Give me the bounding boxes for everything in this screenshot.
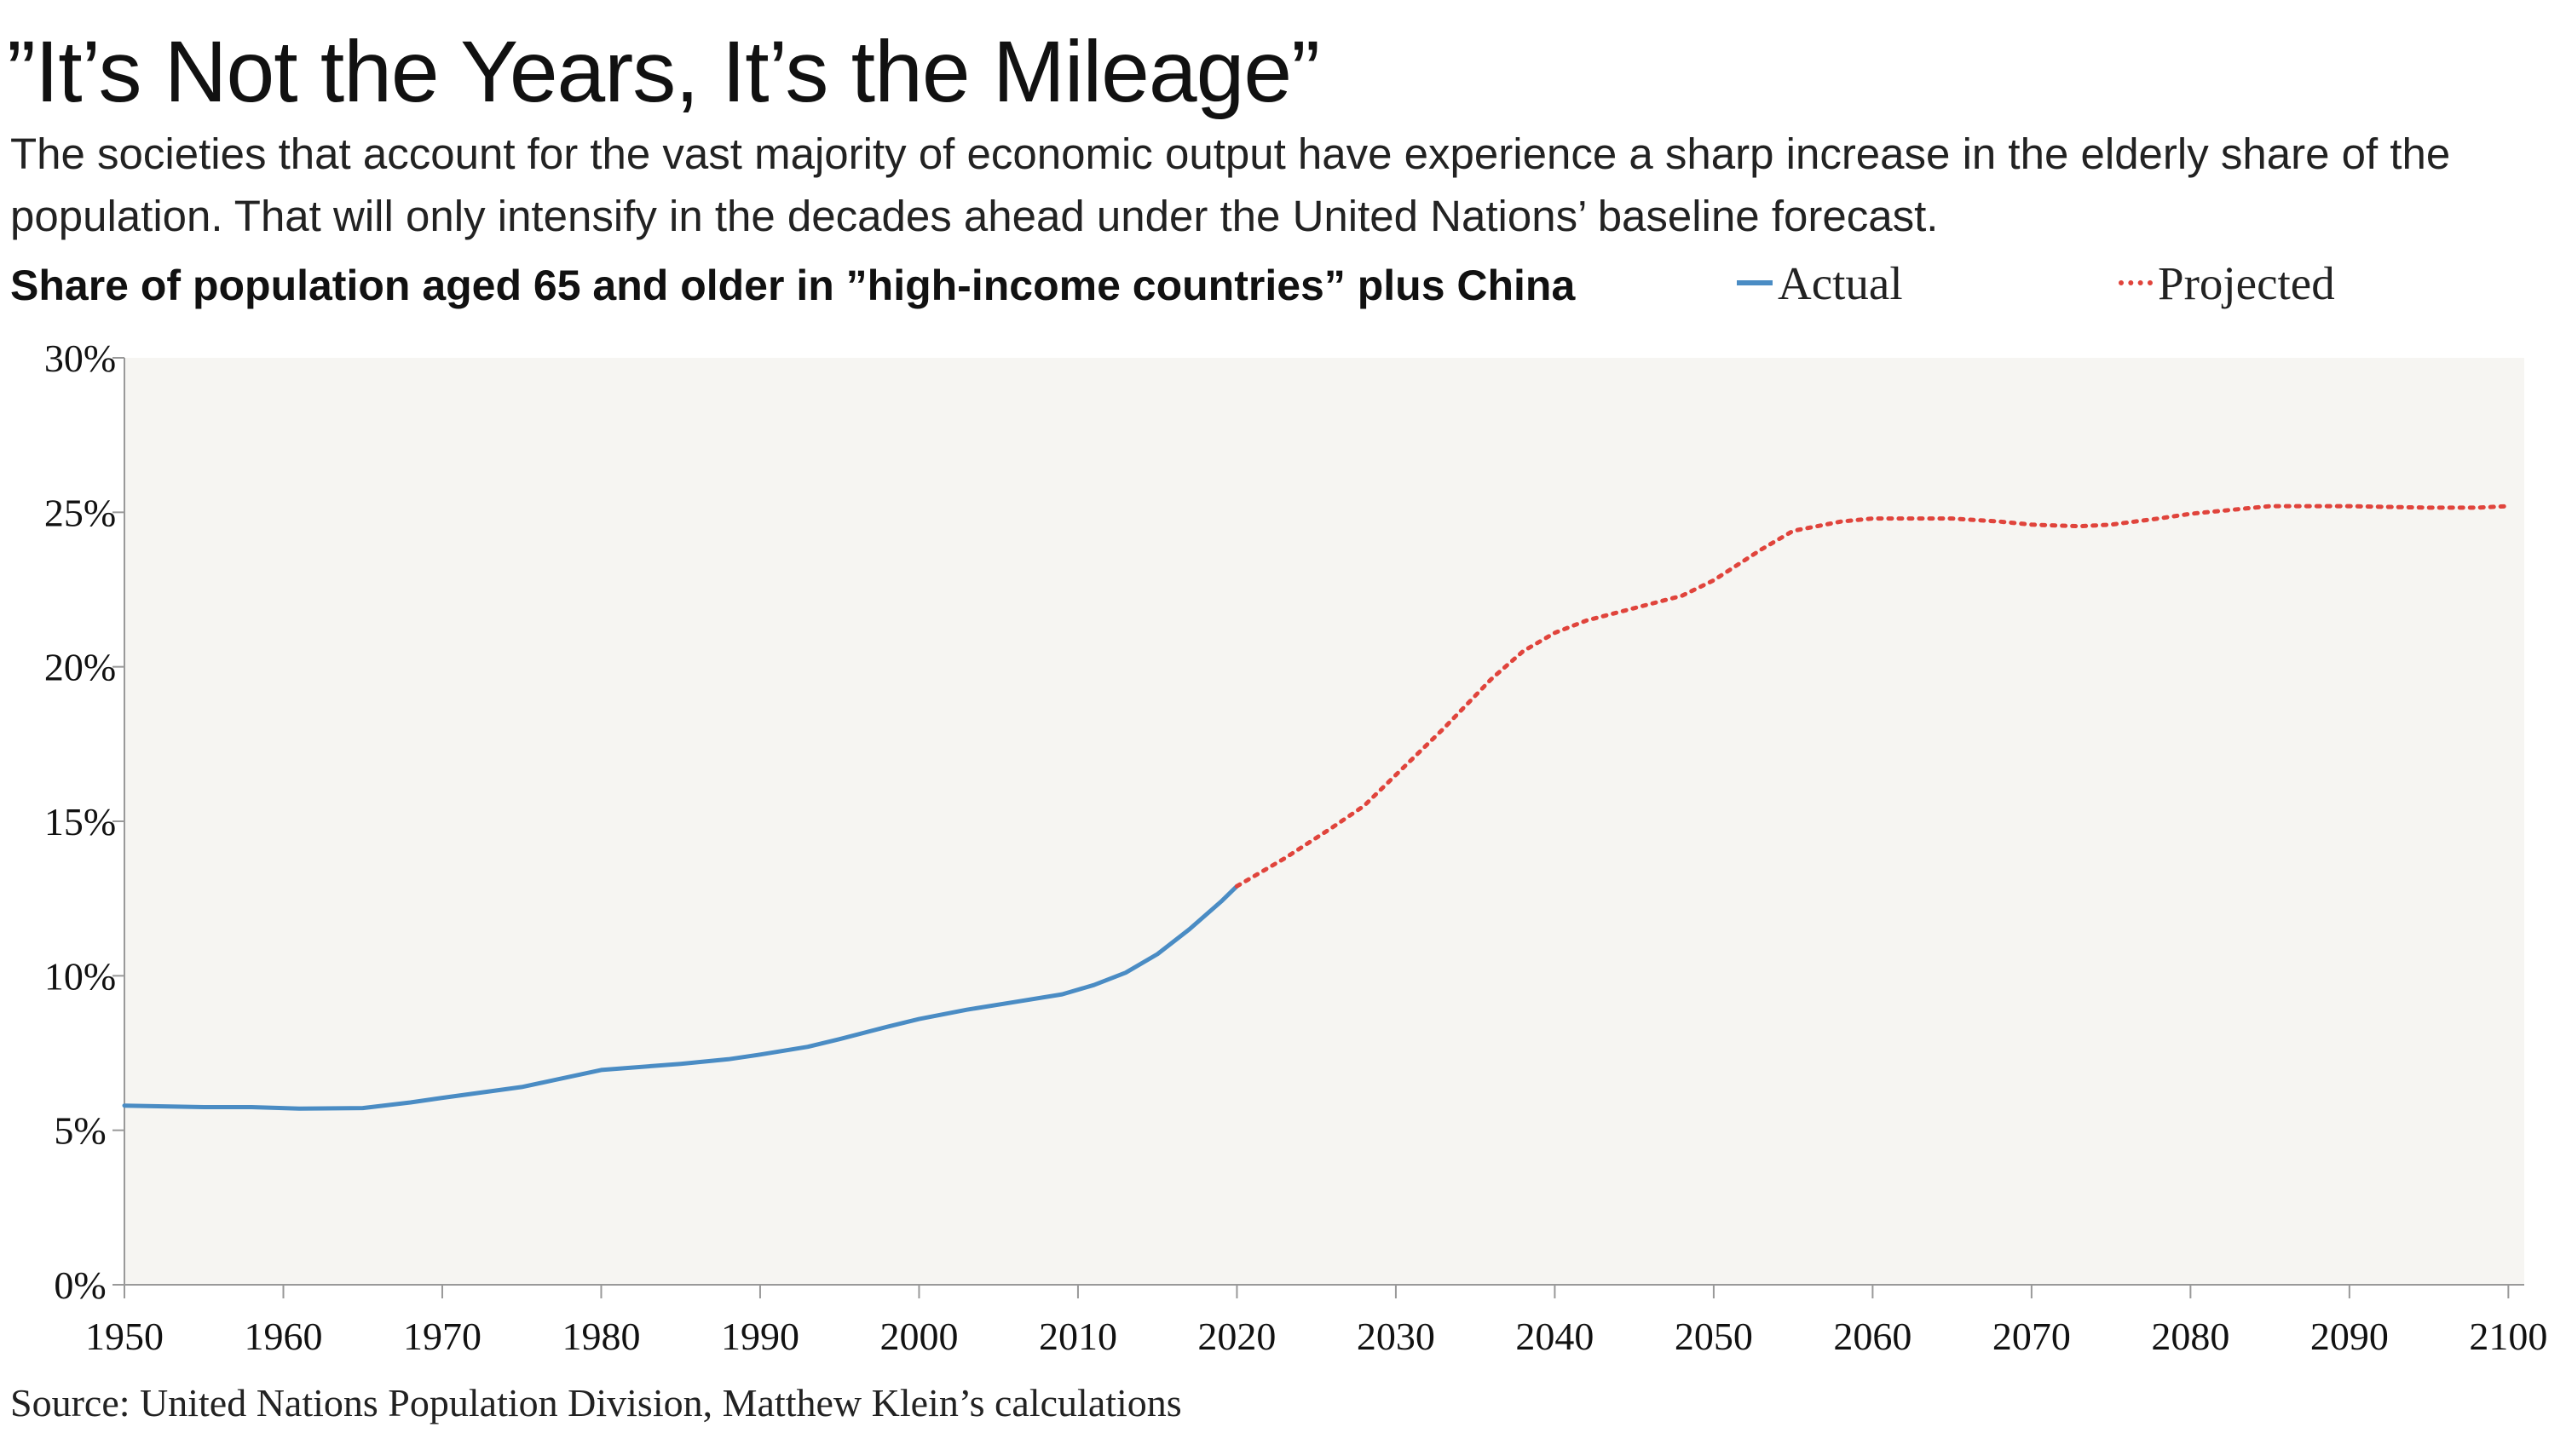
y-tick-label: 15% [44, 800, 116, 843]
y-tick-label: 25% [44, 491, 116, 534]
legend-swatch-projected [2119, 280, 2153, 285]
x-tick-label: 2050 [1675, 1315, 1753, 1358]
y-axis: 0% 5% 10% 15% 20% 25% 30% [44, 337, 125, 1307]
y-tick-label: 0% [54, 1263, 106, 1307]
source-note: Source: United Nations Population Divisi… [10, 1381, 1182, 1424]
x-tick-label: 1960 [244, 1315, 322, 1358]
x-tick-label: 2010 [1039, 1315, 1117, 1358]
y-tick-label: 5% [54, 1109, 106, 1153]
x-tick-label: 2030 [1357, 1315, 1435, 1358]
x-tick-label: 1970 [403, 1315, 481, 1358]
x-tick-label: 2000 [879, 1315, 958, 1358]
x-tick-label: 2080 [2151, 1315, 2229, 1358]
x-tick-label: 1990 [721, 1315, 799, 1358]
legend-item-actual: Actual [1737, 256, 1903, 309]
x-tick-label: 2100 [2469, 1315, 2547, 1358]
legend-label-actual: Actual [1778, 256, 1903, 309]
legend-item-projected: Projected [2119, 256, 2335, 309]
y-tick-label: 30% [44, 337, 116, 380]
x-tick-label: 2060 [1833, 1315, 1912, 1358]
x-axis: 1950 1960 1970 1980 1990 2000 2010 2020 2030 2040… [85, 1284, 2547, 1358]
page-title: ”It’s Not the Years, It’s the Mileage” [7, 23, 1320, 120]
x-tick-label: 1980 [562, 1315, 640, 1358]
series-line-actual [122, 883, 1239, 1111]
chart-title: Share of population aged 65 and older in… [10, 262, 1576, 309]
page-subtitle: The societies that account for the vast … [10, 129, 2451, 240]
series-lines [122, 504, 2511, 1111]
y-tick-label: 20% [44, 646, 116, 689]
series-line-projected [1234, 504, 2511, 889]
x-tick-label: 2090 [2310, 1315, 2389, 1358]
plot-area [124, 358, 2524, 1285]
x-tick-label: 1950 [85, 1315, 164, 1358]
x-tick-label: 2020 [1197, 1315, 1276, 1358]
legend-label-projected: Projected [2158, 256, 2335, 309]
legend-swatch-actual [1737, 280, 1773, 285]
x-tick-label: 2040 [1515, 1315, 1594, 1358]
x-tick-label: 2070 [1992, 1315, 2071, 1358]
y-tick-label: 10% [44, 954, 116, 998]
